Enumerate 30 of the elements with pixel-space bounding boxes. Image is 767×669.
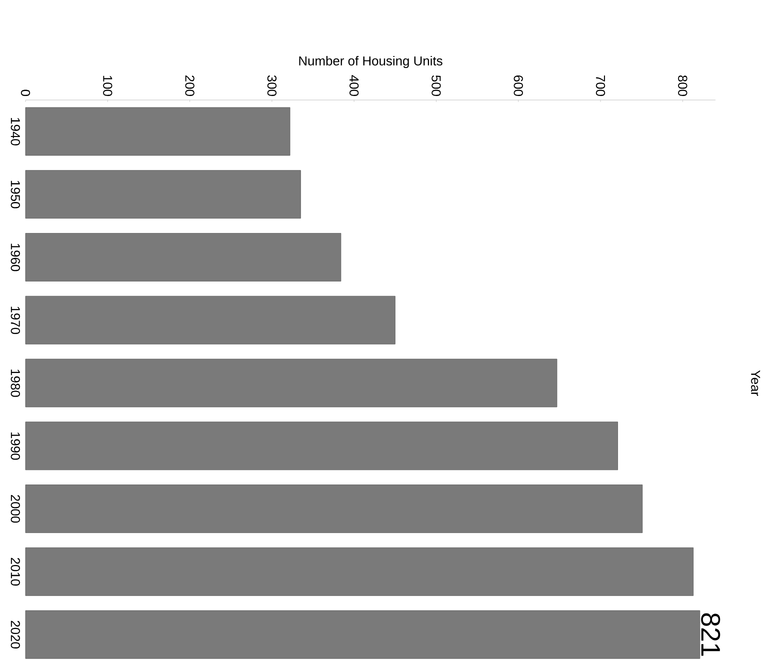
x-tick-label: 300 [267,75,277,96]
bar [25,107,290,156]
y-tick-label: 1980 [10,370,20,397]
y-tick-label: 1970 [10,306,20,334]
x-tick-label: 400 [349,75,359,96]
y-tick-label: 1950 [10,180,20,208]
bar [25,296,396,344]
x-tick-label: 800 [678,75,688,96]
x-tick-label: 500 [432,75,441,96]
bar [25,422,618,470]
x-tick-label: 700 [596,76,606,96]
bar [25,610,700,659]
y-tick-label: 1960 [10,244,20,272]
y-axis-title: Year [751,370,760,396]
bar [25,358,558,408]
x-tick-label: 100 [103,76,112,96]
x-axis-title: Number of Housing Units [299,56,442,68]
x-tick-label: 0 [20,90,30,96]
bar [25,170,301,219]
y-tick-label: 2010 [10,558,20,586]
y-tick-label: 1990 [10,432,20,460]
data-label: 821 [701,613,720,656]
y-tick-label: 2000 [10,495,20,523]
bar [25,233,342,282]
bar [25,547,694,596]
x-tick-label: 200 [185,76,194,96]
y-tick-label: 1940 [10,118,20,146]
bar [25,484,643,533]
y-tick-label: 2020 [10,620,20,648]
x-tick-label: 600 [514,76,523,96]
